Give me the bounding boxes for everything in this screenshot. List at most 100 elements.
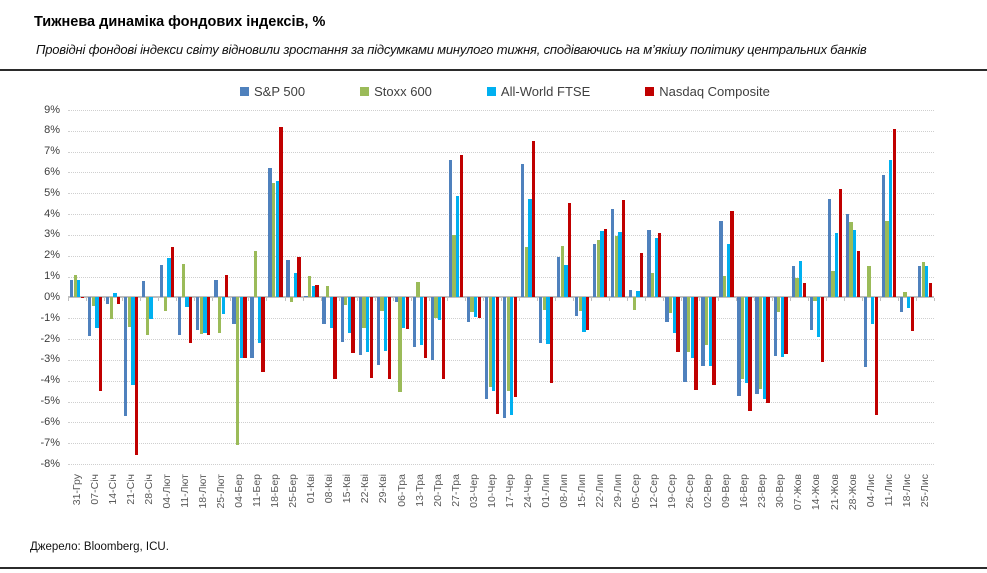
x-axis-category-label: 27-Тра	[449, 474, 462, 507]
bar-10-Чер-nasdaq-composite	[495, 297, 500, 415]
legend-item: Nasdaq Composite	[645, 84, 770, 99]
bar-29-Лип-all-world-ftse	[618, 231, 622, 298]
bar-11-Лют-s&p-500	[178, 297, 182, 335]
bar-13-Тра-nasdaq-composite	[423, 297, 427, 358]
x-axis-category-label: 25-Лис	[918, 474, 931, 508]
x-axis-category-label: 21-Січ	[124, 474, 137, 505]
x-axis-tick	[176, 298, 178, 302]
x-axis-tick	[410, 298, 412, 302]
bar-05-Сер-all-world-ftse	[636, 291, 640, 298]
x-axis-category-label: 22-Лип	[593, 474, 606, 508]
x-axis-category-label: 26-Сер	[684, 474, 697, 509]
bar-25-Бер-stoxx-600	[290, 297, 294, 302]
bar-04-Бер-nasdaq-composite	[243, 297, 247, 358]
bar-25-Бер-nasdaq-composite	[297, 256, 301, 298]
bar-26-Сер-s&p-500	[683, 297, 687, 382]
bar-12-Сер-stoxx-600	[650, 273, 655, 298]
bar-15-Лип-all-world-ftse	[582, 297, 586, 332]
bar-03-Чер-stoxx-600	[470, 297, 474, 312]
bar-09-Вер-nasdaq-composite	[730, 210, 734, 298]
bar-21-Жов-all-world-ftse	[834, 232, 839, 298]
gridline	[68, 214, 934, 216]
x-axis-tick	[807, 298, 809, 302]
bar-24-Чер-nasdaq-composite	[531, 141, 536, 298]
bar-05-Сер-nasdaq-composite	[640, 252, 644, 298]
bar-26-Сер-stoxx-600	[686, 297, 691, 352]
y-axis-tick-label: 5%	[44, 186, 60, 199]
x-axis-category-label: 01-Лип	[539, 474, 552, 508]
bar-17-Чер-nasdaq-composite	[513, 297, 518, 398]
bar-09-Вер-all-world-ftse	[726, 244, 730, 298]
legend-label: All-World FTSE	[500, 84, 591, 99]
bar-01-Лип-nasdaq-composite	[549, 297, 554, 383]
bar-18-Лют-stoxx-600	[199, 297, 204, 334]
x-axis-tick	[266, 298, 268, 302]
x-axis-tick	[122, 298, 124, 302]
x-axis-category-label: 28-Січ	[142, 474, 155, 505]
legend-label: Nasdaq Composite	[659, 84, 770, 99]
x-axis-tick	[663, 298, 665, 302]
bar-30-Вер-nasdaq-composite	[784, 297, 788, 354]
x-axis-category-label: 20-Тра	[431, 474, 444, 507]
x-axis-tick	[482, 298, 484, 302]
bar-01-Кві-all-world-ftse	[311, 285, 316, 298]
x-axis-category-label: 29-Лип	[612, 474, 625, 508]
bar-07-Січ-all-world-ftse	[95, 297, 99, 328]
x-axis-category-label: 04-Лют	[160, 474, 173, 509]
gridline	[68, 193, 934, 195]
bar-25-Бер-all-world-ftse	[293, 273, 297, 298]
x-axis-tick	[825, 298, 827, 302]
x-axis-tick	[537, 298, 539, 302]
x-axis-category-label: 13-Тра	[413, 474, 426, 507]
x-axis-category-label: 21-Жов	[828, 474, 841, 511]
x-axis-category-label: 07-Жов	[792, 474, 805, 511]
y-axis-tick-label: 3%	[44, 228, 60, 241]
bar-15-Лип-s&p-500	[575, 297, 579, 317]
bar-27-Тра-s&p-500	[448, 159, 453, 298]
x-axis-category-label: 07-Січ	[88, 474, 101, 505]
bar-22-Лип-nasdaq-composite	[604, 228, 608, 298]
bar-11-Лют-nasdaq-composite	[189, 297, 193, 344]
bar-18-Бер-stoxx-600	[272, 182, 276, 298]
bar-07-Січ-nasdaq-composite	[98, 297, 103, 392]
gridline	[68, 234, 934, 236]
bar-02-Вер-nasdaq-composite	[712, 297, 716, 385]
bar-26-Сер-all-world-ftse	[690, 297, 694, 358]
x-axis-category-label: 15-Кві	[341, 474, 354, 504]
x-axis-tick	[68, 298, 69, 302]
x-axis-tick	[591, 298, 593, 302]
bar-23-Вер-stoxx-600	[759, 297, 763, 390]
legend-swatch-icon	[486, 87, 496, 96]
x-axis-category-label: 30-Вер	[774, 474, 787, 508]
bar-22-Лип-all-world-ftse	[600, 230, 604, 298]
gridline	[68, 359, 934, 361]
gridline	[68, 151, 934, 153]
bar-29-Кві-all-world-ftse	[383, 297, 388, 351]
x-axis-tick	[248, 298, 250, 302]
bar-04-Лют-s&p-500	[160, 265, 164, 298]
bar-07-Січ-stoxx-600	[91, 297, 95, 306]
y-axis-tick-label: 8%	[44, 124, 60, 137]
x-axis-tick	[356, 298, 358, 302]
bar-04-Лис-all-world-ftse	[871, 297, 875, 325]
x-axis-category-label: 11-Лис	[882, 474, 895, 507]
legend-swatch-icon	[645, 87, 655, 96]
bar-29-Кві-nasdaq-composite	[387, 297, 391, 379]
x-axis-category-label: 14-Січ	[106, 474, 119, 505]
bar-22-Кві-nasdaq-composite	[369, 297, 373, 378]
bar-04-Бер-s&p-500	[232, 297, 236, 325]
gridline	[68, 130, 934, 132]
x-axis-tick	[771, 298, 773, 302]
bar-27-Тра-all-world-ftse	[456, 196, 460, 298]
bar-02-Вер-stoxx-600	[705, 297, 709, 346]
x-axis-tick	[897, 298, 899, 302]
bar-29-Кві-s&p-500	[376, 297, 380, 366]
bar-18-Лис-stoxx-600	[903, 292, 907, 298]
bar-18-Бер-all-world-ftse	[275, 180, 279, 298]
bar-15-Лип-stoxx-600	[578, 297, 582, 311]
gridline	[68, 110, 934, 111]
x-axis-category-label: 10-Чер	[485, 474, 498, 508]
x-axis-tick	[681, 298, 683, 302]
